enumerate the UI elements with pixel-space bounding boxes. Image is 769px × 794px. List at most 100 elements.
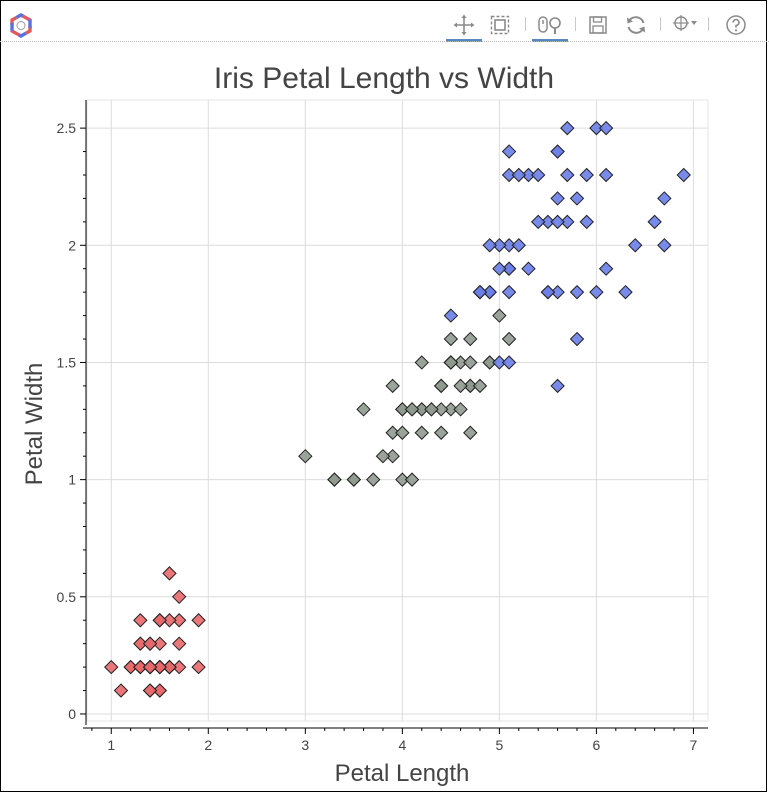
data-point (453, 402, 468, 417)
pan-icon (453, 14, 475, 36)
y-tick-label: 2 (68, 237, 76, 253)
toolbar-separator (660, 17, 661, 31)
data-point (589, 284, 604, 300)
data-point (530, 167, 546, 183)
data-point (657, 191, 672, 206)
data-point (443, 402, 459, 417)
data-point (628, 238, 643, 253)
data-point (104, 659, 119, 675)
data-point (472, 378, 488, 394)
data-point (579, 167, 594, 183)
box-zoom-icon (490, 15, 510, 35)
data-point (395, 402, 410, 417)
y-tick-label: 0 (68, 706, 76, 722)
data-point (133, 659, 148, 675)
data-points (104, 120, 691, 698)
wheel-zoom-tool-button[interactable] (532, 10, 568, 42)
data-point (152, 659, 167, 675)
data-point (375, 448, 391, 464)
data-point (453, 378, 468, 394)
help-tool-button[interactable] (718, 10, 754, 40)
y-tick-label: 2.5 (57, 120, 77, 136)
y-tick-label: 1.5 (57, 354, 77, 370)
scatter-chart[interactable]: Iris Petal Length vs Width 1 2 3 4 5 6 700.511… (0, 44, 769, 794)
data-point (191, 659, 206, 675)
data-point (298, 448, 313, 464)
data-point (482, 238, 497, 253)
axes: 1 2 3 4 5 6 7 0 0.5 1 1.5 2 2.5 (57, 100, 708, 753)
data-point (414, 355, 429, 370)
data-point (492, 308, 507, 323)
data-point (191, 613, 206, 628)
data-point (676, 167, 691, 183)
data-point (162, 659, 177, 675)
data-point (492, 238, 507, 253)
data-point (560, 167, 575, 183)
wheel-zoom-icon (538, 16, 561, 34)
data-point (162, 613, 177, 628)
data-point (472, 284, 488, 300)
data-point (560, 214, 575, 230)
data-point (414, 402, 429, 417)
data-point (550, 191, 565, 206)
data-point (463, 331, 478, 347)
data-point (453, 355, 468, 370)
data-point (443, 308, 459, 323)
save-tool-button[interactable] (580, 10, 616, 40)
x-tick-label: 7 (690, 737, 698, 753)
data-point (657, 238, 672, 253)
toolbar-divider (0, 41, 769, 42)
data-point (492, 261, 507, 276)
box-zoom-tool-button[interactable] (482, 10, 518, 40)
data-point (482, 355, 497, 370)
data-point (433, 378, 449, 394)
data-point (385, 378, 400, 394)
data-point (550, 214, 565, 230)
data-point (569, 284, 585, 300)
data-point (501, 355, 517, 370)
data-point (171, 636, 187, 651)
reset-icon (627, 16, 645, 34)
data-point (521, 167, 536, 183)
data-point (511, 238, 526, 253)
x-tick-label: 6 (593, 737, 601, 753)
data-point (560, 120, 575, 136)
data-point (433, 425, 449, 440)
x-tick-label: 1 (107, 737, 115, 753)
data-point (171, 613, 187, 628)
data-point (501, 284, 517, 300)
plot-border (86, 99, 709, 722)
data-point (530, 214, 546, 230)
data-point (550, 144, 565, 159)
data-point (385, 448, 400, 464)
data-point (395, 472, 410, 487)
chart-title: Iris Petal Length vs Width (214, 62, 554, 95)
data-point (463, 378, 478, 394)
data-point (540, 214, 556, 230)
inspect-tool-button[interactable] (666, 10, 702, 40)
toolbar-separator (708, 17, 709, 31)
x-tick-label: 5 (495, 737, 503, 753)
x-axis-label: Petal Length (335, 760, 470, 787)
data-point (327, 472, 342, 487)
data-point (598, 167, 614, 183)
data-point (152, 613, 167, 628)
data-point (395, 425, 410, 440)
data-point (152, 683, 167, 698)
y-tick-label: 1 (68, 472, 76, 488)
bokeh-logo-icon (10, 13, 32, 38)
data-point (385, 425, 400, 440)
data-point (414, 425, 429, 440)
data-point (482, 284, 497, 300)
data-point (463, 355, 478, 370)
data-point (152, 636, 167, 651)
data-point (569, 331, 585, 347)
x-tick-label: 4 (398, 737, 406, 753)
data-point (463, 425, 478, 440)
data-point (133, 613, 148, 628)
toolbar (0, 0, 769, 44)
pan-tool-button[interactable] (446, 10, 482, 42)
reset-tool-button[interactable] (618, 10, 654, 40)
data-point (346, 472, 362, 487)
data-point (598, 261, 614, 276)
